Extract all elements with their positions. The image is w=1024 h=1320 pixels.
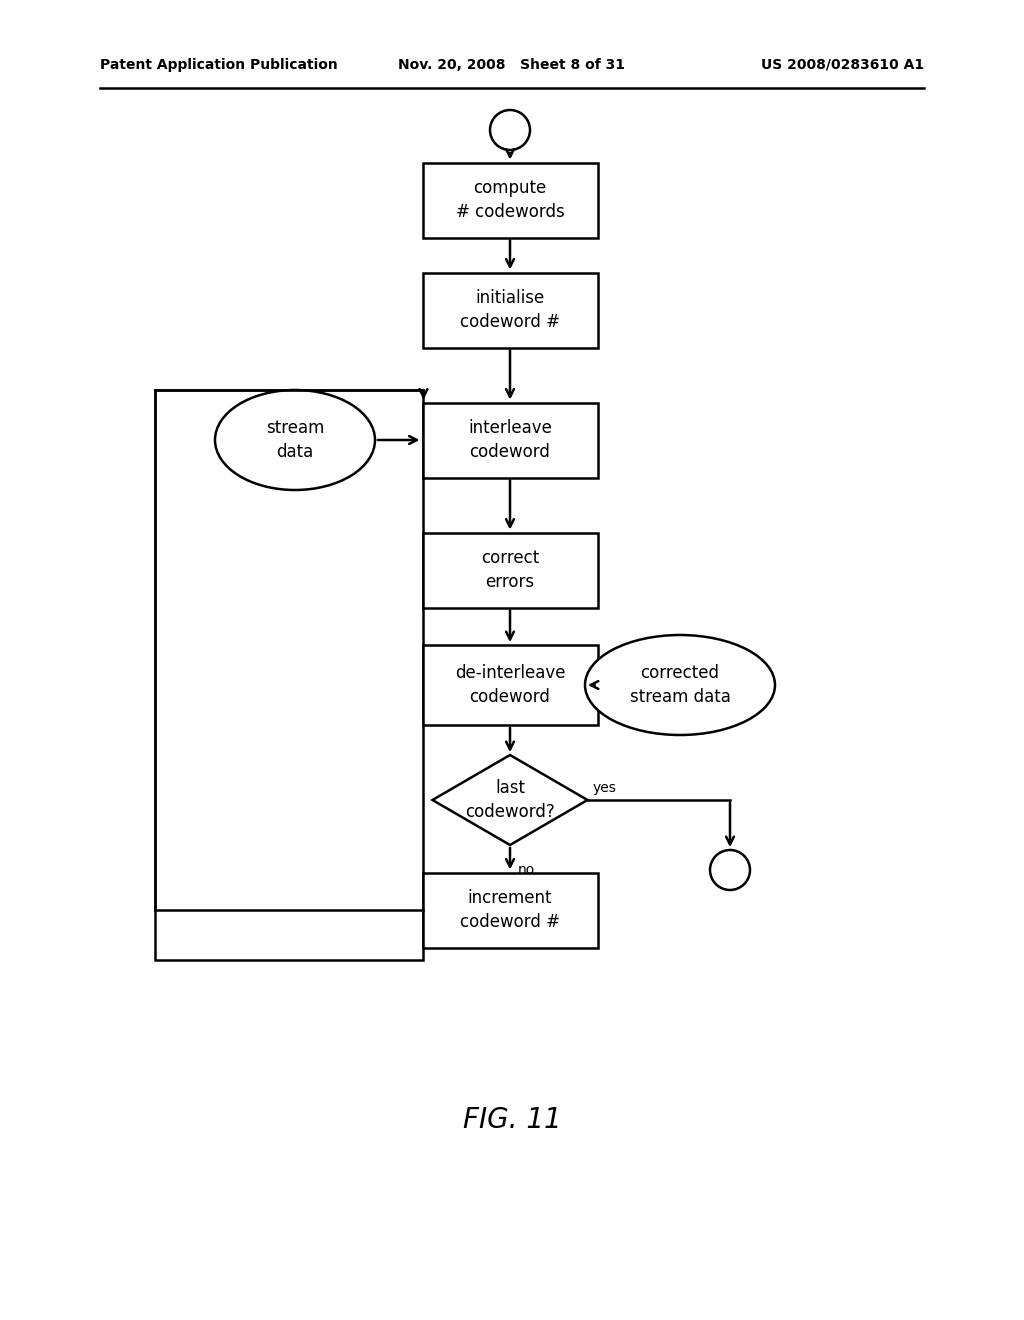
Text: no: no (518, 863, 536, 876)
Ellipse shape (585, 635, 775, 735)
Text: increment
codeword #: increment codeword # (460, 890, 560, 931)
Text: compute
# codewords: compute # codewords (456, 180, 564, 220)
FancyBboxPatch shape (423, 162, 597, 238)
Text: last
codeword?: last codeword? (465, 779, 555, 821)
Text: initialise
codeword #: initialise codeword # (460, 289, 560, 331)
Circle shape (490, 110, 530, 150)
Text: interleave
codeword: interleave codeword (468, 420, 552, 461)
FancyBboxPatch shape (423, 873, 597, 948)
FancyBboxPatch shape (423, 272, 597, 347)
Text: Nov. 20, 2008   Sheet 8 of 31: Nov. 20, 2008 Sheet 8 of 31 (398, 58, 626, 73)
FancyBboxPatch shape (423, 645, 597, 725)
Polygon shape (432, 755, 588, 845)
Ellipse shape (215, 389, 375, 490)
Text: Patent Application Publication: Patent Application Publication (100, 58, 338, 73)
Text: stream
data: stream data (266, 420, 325, 461)
Text: correct
errors: correct errors (481, 549, 539, 591)
Text: yes: yes (593, 781, 616, 795)
Text: corrected
stream data: corrected stream data (630, 664, 730, 706)
Text: FIG. 11: FIG. 11 (463, 1106, 561, 1134)
FancyBboxPatch shape (423, 532, 597, 607)
FancyBboxPatch shape (423, 403, 597, 478)
Circle shape (710, 850, 750, 890)
Text: US 2008/0283610 A1: US 2008/0283610 A1 (761, 58, 924, 73)
Text: de-interleave
codeword: de-interleave codeword (455, 664, 565, 706)
